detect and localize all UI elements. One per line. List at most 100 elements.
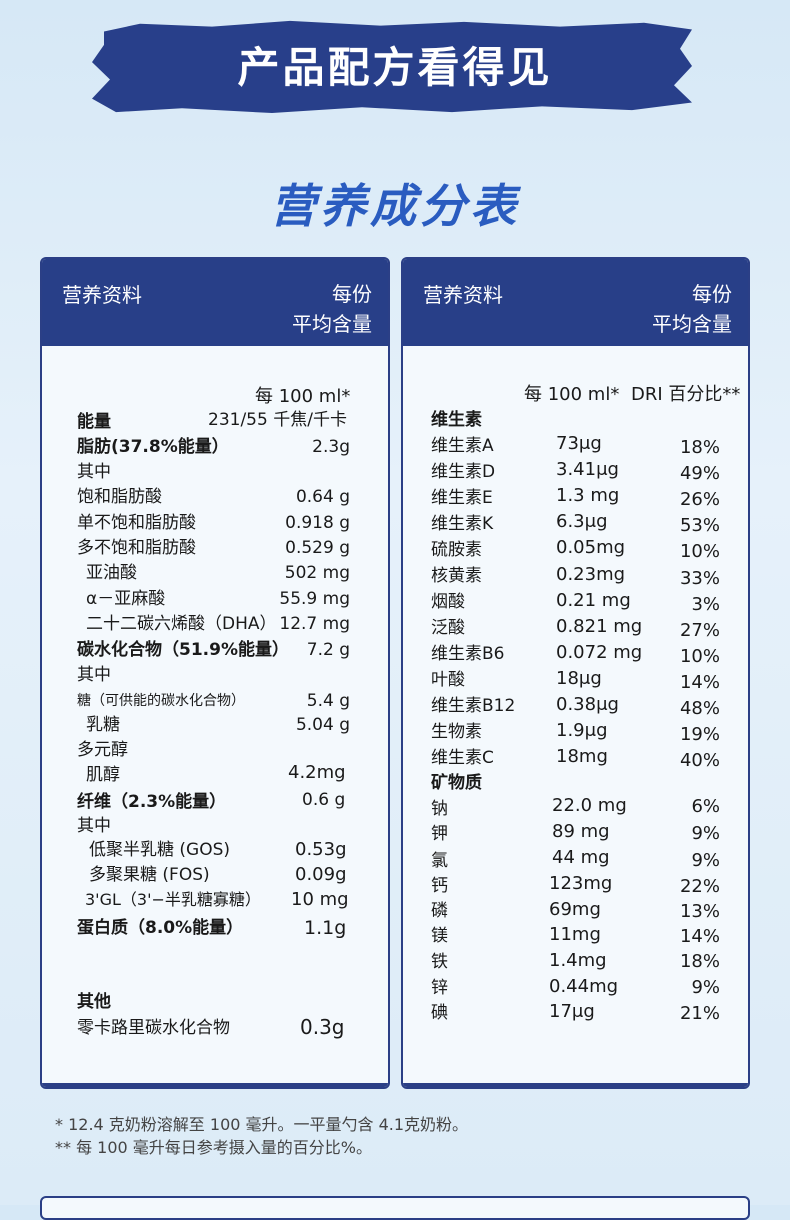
row-value: 5.4 g [306, 691, 350, 711]
row-name: 维生素K [431, 514, 494, 534]
dri-percent-label: DRI 百分比** [631, 384, 741, 405]
row-name: 其中 [77, 462, 111, 482]
row-name: 维生素C [431, 748, 494, 768]
row-dri-percent: 14% [679, 926, 720, 947]
row-name: 硫胺素 [431, 540, 482, 560]
row-name: 碳水化合物（51.9%能量） [77, 640, 289, 660]
row-name: 维生素B12 [431, 696, 516, 716]
row-name: 蛋白质（8.0%能量） [77, 918, 244, 938]
header-per-serving-line1: 每份 [332, 282, 372, 306]
vitamins-heading: 维生素 [431, 410, 482, 430]
row-dri-percent: 3% [691, 594, 720, 615]
row-dri-percent: 26% [679, 489, 720, 510]
row-name: 零卡路里碳水化合物 [77, 1018, 230, 1038]
row-value: 3.41μg [556, 459, 619, 480]
row-value: 11mg [549, 924, 601, 945]
row-name: 其中 [77, 665, 111, 685]
row-value: 231/55 千焦/千卡 [208, 410, 347, 430]
row-value: 0.3g [300, 1015, 345, 1039]
row-value: 0.09g [295, 864, 347, 885]
row-dri-percent: 48% [679, 698, 720, 719]
row-value: 1.4mg [549, 950, 607, 971]
row-dri-percent: 21% [679, 1003, 720, 1024]
row-value: 0.23mg [556, 564, 626, 585]
nutrition-panel-left: 营养资料 每份 平均含量 每 100 ml* 能量 231/55 千焦/千卡 脂… [40, 257, 390, 1089]
row-value: 10 mg [291, 889, 349, 910]
row-name: 糖（可供能的碳水化合物） [77, 693, 245, 709]
row-name: 钾 [431, 824, 448, 844]
row-value: 18mg [556, 746, 608, 767]
row-value: 44 mg [552, 847, 610, 868]
row-name: 其中 [77, 816, 111, 836]
row-dri-percent: 27% [679, 620, 720, 641]
row-name: 单不饱和脂肪酸 [77, 513, 196, 533]
header-label: 营养资料 [423, 283, 503, 307]
row-value: 0.21 mg [556, 590, 631, 611]
panel-bottom-border [403, 1083, 748, 1087]
row-name: 维生素D [431, 462, 496, 482]
row-value: 69mg [549, 899, 601, 920]
row-value: 55.9 mg [279, 589, 350, 609]
row-name: 多聚果糖 (FOS) [89, 865, 210, 885]
row-dri-percent: 19% [679, 724, 720, 745]
row-dri-percent: 49% [679, 463, 720, 484]
row-value: 12.7 mg [279, 614, 350, 634]
row-name: 二十二碳六烯酸（DHA） [86, 614, 277, 634]
row-value: 4.2mg [288, 762, 346, 783]
header-per-serving-line1: 每份 [692, 282, 732, 306]
row-name: 低聚半乳糖 (GOS) [89, 840, 231, 860]
row-dri-percent: 9% [691, 850, 720, 871]
row-dri-percent: 22% [679, 876, 720, 897]
next-section-box [40, 1196, 750, 1220]
row-dri-percent: 18% [679, 437, 720, 458]
row-name: 钙 [431, 876, 448, 896]
per-100ml-label: 每 100 ml* [524, 384, 620, 405]
row-name: 生物素 [431, 722, 482, 742]
row-dri-percent: 9% [691, 977, 720, 998]
panel-header: 营养资料 每份 平均含量 [403, 259, 748, 346]
row-name: 泛酸 [431, 618, 465, 638]
row-value: 0.38μg [556, 694, 619, 715]
footnote-dri: ** 每 100 毫升每日参考摄入量的百分比%。 [55, 1138, 373, 1157]
row-name: 钠 [431, 799, 448, 819]
row-name: 饱和脂肪酸 [77, 487, 162, 507]
row-name: 维生素B6 [431, 644, 505, 664]
row-name: 亚油酸 [86, 563, 137, 583]
per-100ml-label: 每 100 ml* [255, 386, 351, 407]
row-value: 0.821 mg [556, 616, 643, 637]
row-value: 18μg [556, 668, 602, 689]
row-name: 乳糖 [86, 715, 120, 735]
row-name: 维生素A [431, 436, 494, 456]
row-value: 7.2 g [306, 640, 350, 660]
row-value: 502 mg [284, 563, 350, 583]
row-name: 能量 [77, 412, 111, 432]
row-name: 烟酸 [431, 592, 465, 612]
row-name: 核黄素 [431, 566, 482, 586]
row-name: 多元醇 [77, 740, 128, 760]
row-value: 123mg [549, 873, 613, 894]
row-name: 碘 [431, 1003, 448, 1023]
panel-bottom-border [42, 1083, 388, 1087]
row-value: 89 mg [552, 821, 610, 842]
header-per-serving-line2: 平均含量 [652, 312, 732, 336]
row-dri-percent: 14% [679, 672, 720, 693]
row-name: 叶酸 [431, 670, 465, 690]
row-value: 22.0 mg [552, 795, 627, 816]
row-name: α－亚麻酸 [86, 589, 166, 609]
row-dri-percent: 40% [679, 750, 720, 771]
panel-header: 营养资料 每份 平均含量 [42, 259, 388, 346]
row-value: 1.3 mg [556, 485, 620, 506]
row-name: 磷 [431, 901, 448, 921]
row-value: 0.918 g [285, 513, 350, 533]
row-name: 3'GL（3'−半乳糖寡糖） [85, 890, 261, 909]
row-dri-percent: 13% [679, 901, 720, 922]
row-value: 0.6 g [302, 790, 346, 810]
row-dri-percent: 33% [679, 568, 720, 589]
nutrition-panel-right: 营养资料 每份 平均含量 每 100 ml* DRI 百分比** 维生素 维生素… [401, 257, 750, 1089]
row-value: 0.53g [295, 839, 347, 860]
row-value: 17μg [549, 1001, 595, 1022]
footnote-serving: * 12.4 克奶粉溶解至 100 毫升。一平量勺含 4.1克奶粉。 [55, 1115, 469, 1134]
minerals-heading: 矿物质 [431, 773, 482, 793]
row-value: 1.9μg [556, 720, 608, 741]
row-name: 其他 [77, 992, 111, 1012]
